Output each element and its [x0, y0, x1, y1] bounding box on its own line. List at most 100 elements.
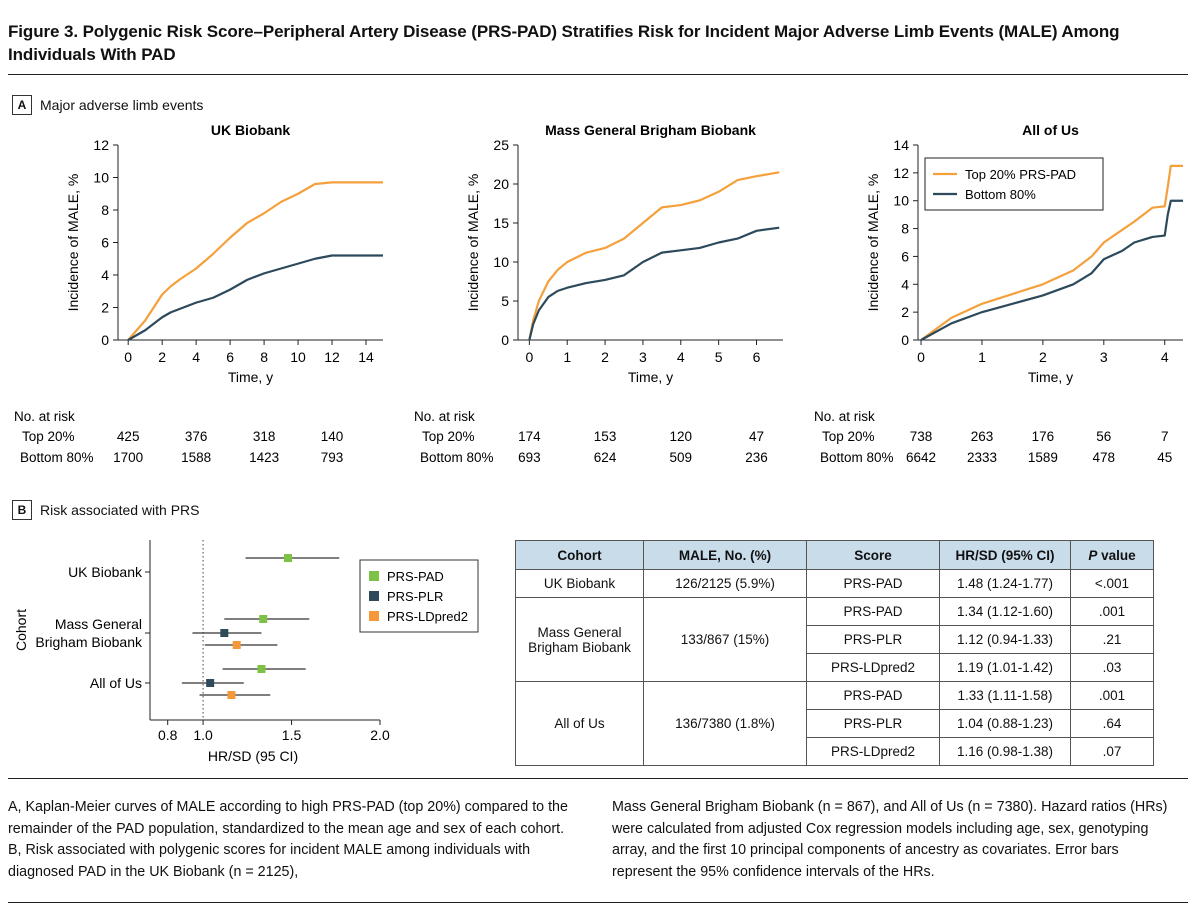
- forest-legend-label-prs-pad: PRS-PAD: [387, 569, 444, 584]
- y-axis-label: Incidence of MALE, %: [65, 174, 81, 312]
- forest-cohort-label: All of Us: [90, 675, 142, 691]
- risk-value: 693: [518, 450, 541, 465]
- y-tick-label: 14: [893, 137, 909, 153]
- cell-p-value: .21: [1070, 625, 1154, 654]
- risk-row-label: Top 20%: [822, 429, 875, 444]
- y-tick-label: 0: [101, 332, 109, 348]
- risk-table-header: No. at risk: [814, 409, 875, 424]
- x-axis-label: Time, y: [228, 369, 273, 385]
- cell-score: PRS-PAD: [806, 597, 940, 626]
- risk-value: 56: [1096, 429, 1111, 444]
- x-tick-label: 6: [226, 349, 234, 365]
- y-tick-label: 6: [901, 248, 909, 264]
- x-tick-label: 8: [260, 349, 268, 365]
- panel-b-letter: B: [12, 500, 32, 520]
- x-tick-label: 10: [290, 349, 306, 365]
- forest-cohort-label: UK Biobank: [68, 564, 143, 580]
- cell-p-value: .03: [1070, 653, 1154, 682]
- risk-value: 318: [253, 429, 276, 444]
- caption-bottom-rule: [8, 902, 1188, 903]
- plot-title: Mass General Brigham Biobank: [545, 122, 756, 138]
- header-p-italic: P: [1088, 547, 1098, 563]
- y-tick-label: 15: [493, 215, 509, 231]
- x-tick-label: 0: [525, 349, 533, 365]
- header-p-value: P value: [1070, 540, 1154, 570]
- risk-value: 1700: [113, 450, 143, 465]
- risk-value: 236: [745, 450, 768, 465]
- y-tick-label: 0: [501, 332, 509, 348]
- panel-b-title: Risk associated with PRS: [40, 502, 200, 518]
- caption-left: A, Kaplan-Meier curves of MALE according…: [8, 799, 568, 880]
- legend-label-top-20-prs-pad: Top 20% PRS-PAD: [965, 167, 1076, 182]
- cell-p-value: .07: [1070, 737, 1154, 766]
- x-axis-label: Time, y: [1028, 369, 1073, 385]
- x-tick-label: 3: [639, 349, 647, 365]
- risk-value: 2333: [967, 450, 997, 465]
- legend-label-bottom-80: Bottom 80%: [965, 187, 1036, 202]
- risk-value: 176: [1032, 429, 1055, 444]
- table-row: PRS-LDpred2 1.16 (0.98-1.38) .07: [516, 737, 1154, 766]
- x-tick-label: 4: [192, 349, 200, 365]
- km-plot-uk-biobank: UK Biobank 0 2 4 6 8 10 12 0 2 4 6 8 10 12 14 Time, y Inc…: [14, 122, 383, 465]
- x-tick-label: 2: [158, 349, 166, 365]
- x-axis-label: Time, y: [628, 369, 673, 385]
- forest-point-prs-pad: [284, 554, 292, 562]
- header-score: Score: [806, 540, 940, 570]
- km-curve-bottom-80: [920, 199, 1183, 341]
- forest-point-prs-ldpred2: [232, 641, 241, 649]
- cell-p-value: <.001: [1070, 569, 1154, 598]
- cell-p-value: .001: [1070, 597, 1154, 626]
- risk-value: 45: [1157, 450, 1172, 465]
- plot-title: All of Us: [1022, 122, 1079, 138]
- y-tick-label: 6: [101, 235, 109, 251]
- cell-cohort: Mass General Brigham Biobank: [515, 597, 644, 682]
- header-male: MALE, No. (%): [643, 540, 807, 570]
- y-tick-label: 10: [893, 193, 909, 209]
- risk-value: 153: [594, 429, 617, 444]
- forest-legend-swatch-prs-pad: [369, 571, 379, 581]
- risk-value: 120: [670, 429, 693, 444]
- y-tick-label: 12: [893, 165, 909, 181]
- cell-score: PRS-PLR: [806, 709, 940, 738]
- risk-value: 6642: [906, 450, 936, 465]
- km-curve-top-20-prs-pad: [528, 171, 780, 341]
- y-tick-label: 5: [501, 293, 509, 309]
- risk-value: 793: [321, 450, 344, 465]
- y-tick-label: 8: [101, 202, 109, 218]
- forest-legend-label-prs-ldpred2: PRS-LDpred2: [387, 609, 468, 624]
- panel-a-label: A Major adverse limb events: [12, 95, 203, 115]
- x-tick-label: 4: [677, 349, 685, 365]
- y-tick-label: 8: [901, 221, 909, 237]
- x-tick-label: 1: [563, 349, 571, 365]
- panel-b-label: B Risk associated with PRS: [12, 500, 200, 520]
- cell-hr: 1.33 (1.11-1.58): [939, 681, 1071, 710]
- x-tick-label: 2: [1039, 349, 1047, 365]
- risk-value: 1423: [249, 450, 279, 465]
- cell-male: 136/7380 (1.8%): [643, 681, 807, 766]
- risk-row-label: Top 20%: [422, 429, 475, 444]
- km-curve-bottom-80: [528, 226, 780, 341]
- risk-value: 1589: [1028, 450, 1058, 465]
- risk-value: 47: [749, 429, 764, 444]
- forest-cohort-label: Brigham Biobank: [35, 634, 143, 650]
- y-tick-label: 4: [901, 276, 909, 292]
- y-tick-label: 0: [901, 332, 909, 348]
- header-p-rest: value: [1097, 547, 1136, 563]
- x-tick-label: 5: [715, 349, 723, 365]
- y-tick-label: 2: [101, 300, 109, 316]
- km-curve-top-20-prs-pad: [920, 164, 1183, 341]
- risk-value: 140: [321, 429, 344, 444]
- forest-y-axis-label: Cohort: [13, 609, 29, 651]
- cell-cohort: UK Biobank: [515, 569, 644, 598]
- risk-row-label: Top 20%: [22, 429, 75, 444]
- km-curve-top-20-prs-pad: [127, 181, 383, 341]
- forest-x-tick-label: 1.0: [193, 727, 213, 743]
- caption-right: Mass General Brigham Biobank (n = 867), …: [612, 799, 1168, 880]
- forest-legend-swatch-prs-plr: [369, 591, 379, 601]
- forest-point-prs-pad: [259, 615, 268, 623]
- forest-point-prs-pad: [257, 665, 266, 673]
- forest-cohort-label: Mass General: [55, 616, 142, 632]
- caption-top-rule: [8, 778, 1188, 779]
